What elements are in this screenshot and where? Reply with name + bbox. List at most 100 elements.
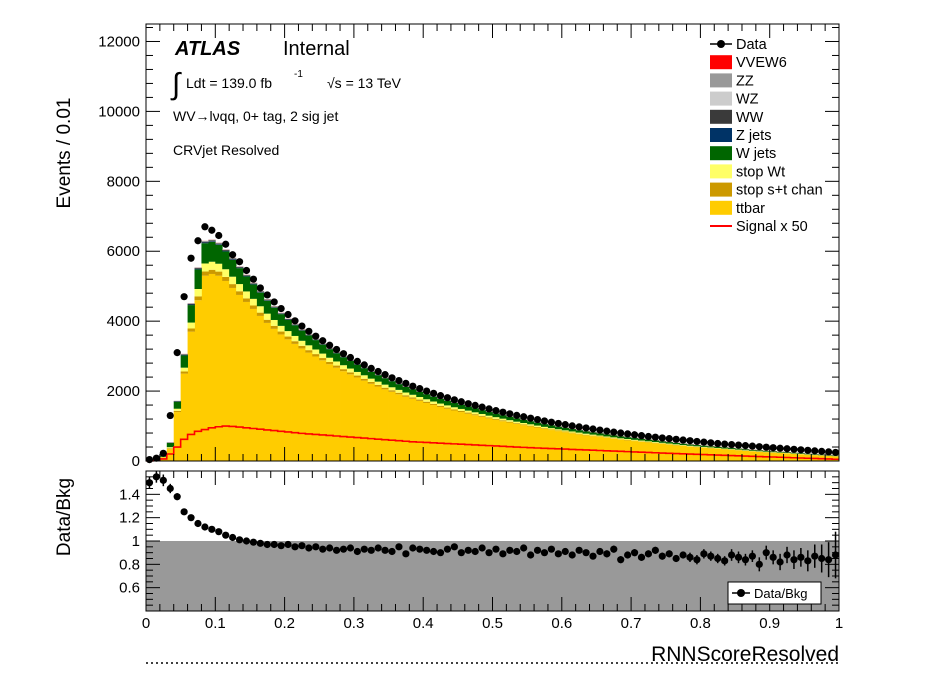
bar-ttbar-58 — [548, 430, 555, 461]
legend-label-zz: ZZ — [736, 73, 754, 89]
bar-w-jets-35 — [389, 381, 396, 387]
data-point-73 — [652, 434, 659, 441]
bar-stop-wt-29 — [347, 369, 354, 373]
ratio-point-36 — [395, 543, 402, 550]
legend-label-stop-wt: stop Wt — [736, 164, 785, 180]
bar-w-jets-6 — [188, 305, 195, 322]
ratio-point-24 — [312, 543, 319, 550]
bar-stop-wt-59 — [555, 429, 562, 430]
y-tick-label: 8000 — [107, 173, 140, 190]
data-point-29 — [347, 354, 354, 361]
x-tick-label: 0.4 — [413, 615, 434, 632]
bar-w-jets-81 — [707, 446, 714, 447]
ratio-point-27 — [333, 547, 340, 554]
bar-w-jets-30 — [354, 365, 361, 372]
data-point-62 — [576, 423, 583, 430]
bar-stop-wt-22 — [298, 341, 305, 346]
data-point-79 — [693, 438, 700, 445]
bar-stop-s-t-chan-36 — [395, 393, 402, 394]
bar-stop-s-t-chan-31 — [361, 379, 368, 381]
ratio-point-57 — [541, 549, 548, 556]
bar-ttbar-66 — [603, 438, 610, 461]
bar-stop-wt-41 — [430, 402, 437, 404]
bar-ttbar-46 — [465, 414, 472, 461]
bar-stop-s-t-chan-58 — [548, 429, 555, 430]
bar-stop-wt-24 — [312, 349, 319, 354]
bar-stop-s-t-chan-27 — [333, 366, 340, 368]
bar-w-jets-38 — [409, 389, 416, 394]
data-point-32 — [368, 365, 375, 372]
y-tick-label: 2000 — [107, 383, 140, 400]
ratio-point-54 — [520, 544, 527, 551]
y-tick-label: 12000 — [98, 33, 140, 50]
ratio-point-53 — [513, 548, 520, 555]
ratio-y-tick-label: 1.2 — [119, 510, 140, 527]
bar-z-jets-11 — [222, 251, 229, 252]
bar-ttbar-13 — [236, 295, 243, 461]
ratio-point-43 — [444, 546, 451, 553]
bar-stop-wt-10 — [215, 264, 222, 272]
data-point-56 — [534, 416, 541, 423]
ratio-legend-marker — [737, 589, 745, 597]
data-point-54 — [520, 413, 527, 420]
ratio-point-20 — [284, 541, 291, 548]
ratio-point-71 — [638, 554, 645, 561]
bar-ttbar-35 — [389, 392, 396, 461]
ratio-point-21 — [291, 543, 298, 550]
ratio-point-8 — [201, 523, 208, 530]
data-point-49 — [485, 405, 492, 412]
bar-stop-s-t-chan-65 — [596, 437, 603, 438]
ratio-point-76 — [673, 555, 680, 562]
legend-swatch-stop-wt — [710, 164, 732, 178]
bar-stop-s-t-chan-51 — [499, 420, 506, 421]
data-point-11 — [222, 241, 229, 248]
channel-label: WV→lνqq, 0+ tag, 2 sig jet — [173, 108, 338, 124]
ratio-point-15 — [250, 539, 257, 546]
bar-w-jets-15 — [250, 285, 257, 299]
bar-stop-wt-64 — [590, 435, 597, 436]
bar-stop-s-t-chan-12 — [229, 284, 236, 288]
ratio-legend-label: Data/Bkg — [754, 586, 807, 601]
bar-stop-wt-53 — [513, 422, 520, 423]
bar-w-jets-10 — [215, 245, 222, 264]
bar-stop-s-t-chan-20 — [285, 337, 292, 340]
bar-ttbar-61 — [569, 433, 576, 461]
ratio-point-58 — [548, 546, 555, 553]
bar-ttbar-16 — [257, 316, 264, 461]
bar-stop-wt-9 — [208, 262, 215, 270]
data-point-59 — [555, 420, 562, 427]
bar-stop-s-t-chan-30 — [354, 376, 361, 378]
ratio-point-44 — [451, 543, 458, 550]
ratio-point-84 — [728, 551, 735, 558]
ratio-point-68 — [617, 556, 624, 563]
legend-label-w-jets: W jets — [736, 146, 776, 162]
ratio-point-18 — [271, 541, 278, 548]
bar-ww-20 — [285, 319, 292, 320]
bar-stop-wt-11 — [222, 269, 229, 277]
bar-ttbar-59 — [555, 431, 562, 461]
bar-stop-wt-43 — [444, 405, 451, 407]
data-point-98 — [825, 448, 832, 455]
ratio-point-28 — [340, 546, 347, 553]
bar-ttbar-68 — [617, 440, 624, 461]
data-point-34 — [381, 371, 388, 378]
ratio-point-61 — [569, 551, 576, 558]
bar-stop-wt-52 — [506, 420, 513, 422]
bar-ww-19 — [278, 313, 285, 314]
bar-w-jets-37 — [402, 387, 409, 393]
ratio-point-63 — [582, 549, 589, 556]
bar-w-jets-63 — [583, 431, 590, 433]
x-tick-label: 0.8 — [690, 615, 711, 632]
data-point-7 — [194, 237, 201, 244]
bar-stop-s-t-chan-41 — [430, 404, 437, 405]
bar-stop-wt-18 — [271, 320, 278, 326]
bar-w-jets-31 — [361, 368, 368, 375]
ratio-point-7 — [194, 520, 201, 527]
bar-stop-wt-65 — [596, 436, 603, 437]
bar-w-jets-49 — [486, 412, 493, 416]
data-point-82 — [714, 440, 721, 447]
bar-ttbar-54 — [520, 425, 527, 461]
bar-ttbar-27 — [333, 368, 340, 461]
ratio-legend: Data/Bkg — [728, 582, 821, 604]
bar-stop-wt-20 — [285, 331, 292, 336]
